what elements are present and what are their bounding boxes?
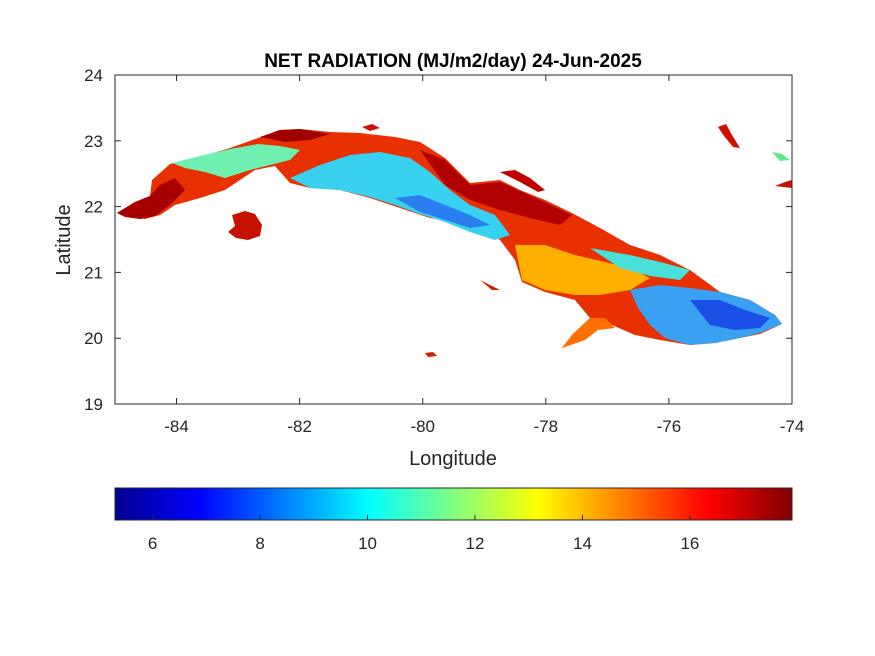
y-tick-label: 19 (84, 395, 103, 414)
colorbar-tick-label: 12 (466, 534, 485, 553)
cay-east (718, 124, 740, 148)
colorbar (114, 487, 793, 521)
y-axis-ticks: 19 20 21 22 23 24 (84, 66, 792, 414)
cay-far-east-2 (775, 180, 792, 188)
colorbar-tick-label: 16 (680, 534, 699, 553)
cay-south-2 (425, 352, 437, 357)
colorbar-tick-label: 10 (358, 534, 377, 553)
x-axis-label: Longitude (409, 448, 497, 470)
colorbar-tick-label: 14 (573, 534, 592, 553)
x-tick-label: -84 (164, 417, 189, 436)
cay-far-east-1 (772, 152, 790, 161)
x-axis-ticks: -84 -82 -80 -78 -76 -74 (164, 75, 804, 436)
axes-frame (114, 74, 793, 405)
y-tick-label: 21 (84, 263, 103, 282)
x-tick-label: -82 (287, 417, 312, 436)
y-tick-label: 22 (84, 198, 103, 217)
colorbar-ticks: 6 8 10 12 14 16 (148, 515, 699, 553)
cay-north-2 (500, 170, 545, 192)
colorbar-tick-label: 6 (148, 534, 157, 553)
north-central-band (420, 150, 572, 225)
east-central-cyan (590, 248, 690, 280)
x-tick-label: -78 (534, 417, 559, 436)
central-blue-patch (395, 195, 490, 228)
x-tick-label: -80 (410, 417, 435, 436)
plot-area (115, 75, 792, 404)
chart-title: NET RADIATION (MJ/m2/day) 24-Jun-2025 (264, 51, 642, 72)
y-tick-label: 24 (84, 66, 103, 85)
eastern-deep-blue (690, 300, 770, 330)
east-central-zone (515, 245, 650, 295)
heatmap-layer (117, 124, 792, 357)
y-axis-label: Latitude (53, 204, 75, 275)
cuba-island-shape (117, 129, 782, 348)
x-tick-label: -76 (657, 417, 682, 436)
cay-south (480, 280, 500, 290)
northwest-plain (172, 144, 300, 178)
cay-north-1 (362, 124, 380, 131)
isla-juventud (228, 211, 262, 240)
colorbar-tick-label: 8 (255, 534, 264, 553)
y-tick-label: 20 (84, 329, 103, 348)
southeast-coast (562, 318, 615, 348)
y-tick-label: 23 (84, 132, 103, 151)
north-coast-band (260, 129, 330, 142)
western-tip (117, 178, 185, 219)
x-tick-label: -74 (780, 417, 805, 436)
